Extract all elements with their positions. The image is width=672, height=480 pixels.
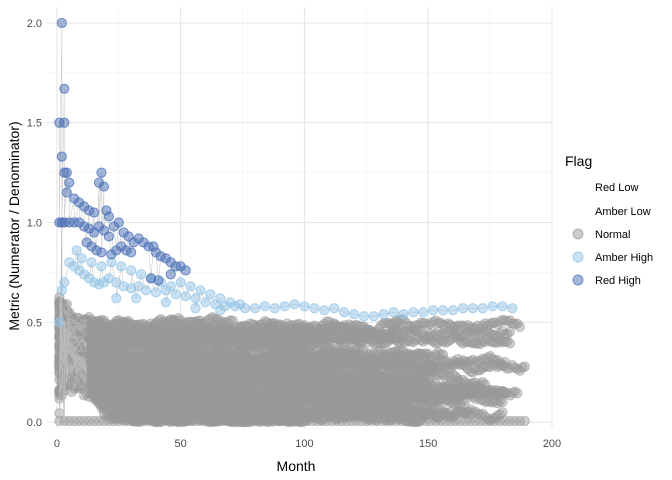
- data-point-normal: [519, 361, 530, 372]
- data-point-normal: [497, 407, 508, 418]
- data-point-normal: [512, 388, 523, 399]
- normal-series: [54, 292, 530, 428]
